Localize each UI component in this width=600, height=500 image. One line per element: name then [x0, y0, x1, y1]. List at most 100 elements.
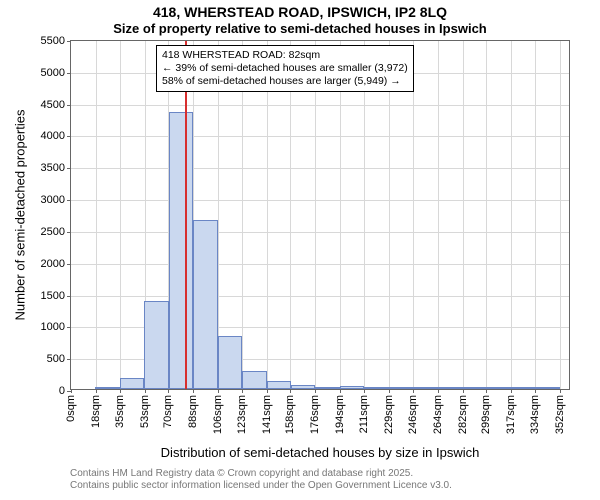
- xtick-mark: [193, 389, 194, 393]
- ytick-label: 2000: [41, 258, 71, 270]
- xtick-label: 106sqm: [212, 395, 224, 434]
- xtick-label: 53sqm: [139, 395, 151, 428]
- plot-area: 0500100015002000250030003500400045005000…: [70, 40, 570, 390]
- histogram-bar: [511, 387, 535, 389]
- xtick-mark: [120, 389, 121, 393]
- xtick-mark: [218, 389, 219, 393]
- footer-line1: Contains HM Land Registry data © Crown c…: [70, 468, 452, 480]
- xtick-mark: [364, 389, 365, 393]
- xtick-mark: [413, 389, 414, 393]
- histogram-bar: [267, 381, 291, 389]
- histogram-bar: [144, 301, 168, 389]
- histogram-bar: [291, 385, 315, 389]
- histogram-bar: [315, 387, 339, 389]
- xtick-label: 229sqm: [383, 395, 395, 434]
- marker-callout: 418 WHERSTEAD ROAD: 82sqm← 39% of semi-d…: [156, 45, 414, 92]
- title-line2: Size of property relative to semi-detach…: [0, 21, 600, 37]
- xtick-mark: [560, 389, 561, 393]
- gridline-v: [413, 41, 414, 389]
- ytick-label: 2500: [41, 226, 71, 238]
- xtick-label: 264sqm: [432, 395, 444, 434]
- callout-line1: 418 WHERSTEAD ROAD: 82sqm: [162, 49, 408, 62]
- xtick-label: 282sqm: [457, 395, 469, 434]
- xtick-label: 352sqm: [554, 395, 566, 434]
- gridline-v: [486, 41, 487, 389]
- histogram-bar: [389, 387, 413, 389]
- histogram-bar: [218, 336, 242, 389]
- gridline-v: [511, 41, 512, 389]
- footer-text: Contains HM Land Registry data © Crown c…: [70, 468, 452, 492]
- xtick-mark: [71, 389, 72, 393]
- xtick-label: 246sqm: [407, 395, 419, 434]
- y-axis-label: Number of semi-detached properties: [13, 110, 28, 321]
- footer-line2: Contains public sector information licen…: [70, 480, 452, 492]
- ytick-label: 500: [47, 353, 71, 365]
- xtick-mark: [463, 389, 464, 393]
- xtick-mark: [438, 389, 439, 393]
- ytick-label: 3000: [41, 194, 71, 206]
- gridline-v: [438, 41, 439, 389]
- gridline-v: [463, 41, 464, 389]
- gridline-v: [315, 41, 316, 389]
- xtick-mark: [535, 389, 536, 393]
- title-line1: 418, WHERSTEAD ROAD, IPSWICH, IP2 8LQ: [0, 4, 600, 21]
- histogram-bar: [413, 387, 437, 389]
- histogram-bar: [120, 378, 144, 389]
- xtick-label: 35sqm: [114, 395, 126, 428]
- gridline-h: [71, 200, 569, 201]
- xtick-label: 0sqm: [65, 395, 77, 422]
- xtick-label: 123sqm: [236, 395, 248, 434]
- xtick-label: 334sqm: [529, 395, 541, 434]
- gridline-v: [364, 41, 365, 389]
- ytick-label: 1000: [41, 321, 71, 333]
- xtick-mark: [486, 389, 487, 393]
- xtick-label: 158sqm: [284, 395, 296, 434]
- xtick-mark: [267, 389, 268, 393]
- xtick-label: 18sqm: [90, 395, 102, 428]
- gridline-h: [71, 232, 569, 233]
- gridline-v: [120, 41, 121, 389]
- xtick-label: 299sqm: [480, 395, 492, 434]
- histogram-bar: [487, 387, 511, 389]
- xtick-mark: [168, 389, 169, 393]
- gridline-h: [71, 296, 569, 297]
- gridline-v: [340, 41, 341, 389]
- gridline-h: [71, 105, 569, 106]
- histogram-bar: [242, 371, 266, 389]
- ytick-label: 5500: [41, 35, 71, 47]
- xtick-mark: [389, 389, 390, 393]
- gridline-v: [96, 41, 97, 389]
- xtick-mark: [290, 389, 291, 393]
- xtick-mark: [340, 389, 341, 393]
- ytick-label: 3500: [41, 162, 71, 174]
- histogram-bar: [193, 220, 217, 389]
- ytick-label: 4000: [41, 130, 71, 142]
- xtick-mark: [315, 389, 316, 393]
- histogram-bar: [340, 386, 364, 389]
- xtick-mark: [96, 389, 97, 393]
- gridline-v: [560, 41, 561, 389]
- xtick-label: 70sqm: [162, 395, 174, 428]
- ytick-label: 1500: [41, 290, 71, 302]
- gridline-h: [71, 264, 569, 265]
- xtick-mark: [145, 389, 146, 393]
- gridline-v: [535, 41, 536, 389]
- ytick-label: 5000: [41, 67, 71, 79]
- histogram-bar: [95, 387, 119, 389]
- gridline-v: [267, 41, 268, 389]
- callout-line3: 58% of semi-detached houses are larger (…: [162, 75, 408, 88]
- gridline-h: [71, 136, 569, 137]
- gridline-v: [290, 41, 291, 389]
- xtick-label: 141sqm: [261, 395, 273, 434]
- xtick-label: 317sqm: [505, 395, 517, 434]
- chart-container: 418, WHERSTEAD ROAD, IPSWICH, IP2 8LQ Si…: [0, 0, 600, 500]
- chart-title: 418, WHERSTEAD ROAD, IPSWICH, IP2 8LQ Si…: [0, 4, 600, 36]
- callout-line2: ← 39% of semi-detached houses are smalle…: [162, 62, 408, 75]
- xtick-mark: [511, 389, 512, 393]
- xtick-label: 194sqm: [334, 395, 346, 434]
- histogram-bar: [535, 387, 559, 389]
- xtick-label: 211sqm: [358, 395, 370, 433]
- xtick-mark: [242, 389, 243, 393]
- gridline-v: [389, 41, 390, 389]
- marker-line: [185, 41, 187, 389]
